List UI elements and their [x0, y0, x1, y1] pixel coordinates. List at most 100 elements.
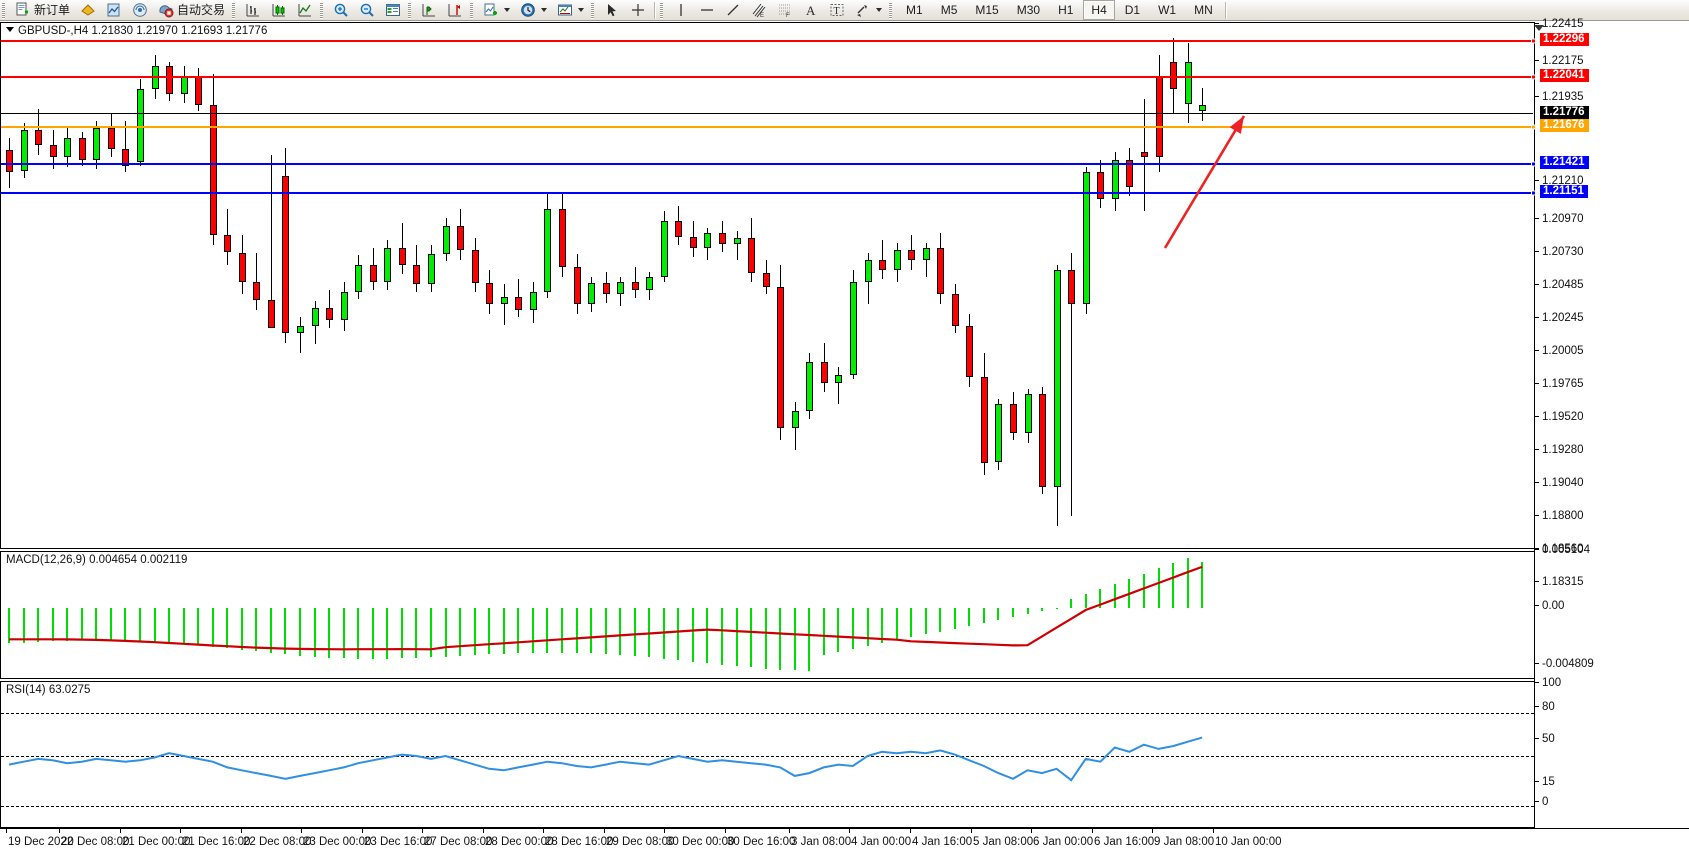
horizontal-line-button[interactable] — [695, 1, 719, 20]
resistance-level-1[interactable] — [1, 38, 1536, 44]
candle-body — [224, 235, 232, 253]
crosshair-button[interactable] — [626, 1, 650, 20]
toolbar-grip[interactable] — [319, 1, 327, 19]
timeframe-d1[interactable]: D1 — [1124, 3, 1141, 17]
macd-pane[interactable]: MACD(12,26,9) 0.004654 0.002119 — [0, 551, 1534, 679]
level-handle[interactable] — [1531, 74, 1536, 80]
new-order-button[interactable]: 新订单 — [11, 1, 74, 20]
arrows-shapes-button[interactable] — [851, 1, 886, 20]
macd-bar — [706, 608, 709, 664]
candlestick-chart-button[interactable] — [267, 1, 291, 20]
toolbar-grip[interactable] — [407, 1, 415, 19]
equidistant-channel-button[interactable]: E — [747, 1, 771, 20]
resistance-level-2[interactable] — [1, 74, 1536, 80]
support-level-1[interactable] — [1, 161, 1536, 167]
timeframe-m1[interactable]: M1 — [906, 3, 923, 17]
text-button[interactable]: A — [799, 1, 823, 20]
zoom-in-button[interactable] — [329, 1, 353, 20]
time-axis[interactable]: 19 Dec 2022 20 Dec 08:00 21 Dec 00:00 21 De… — [0, 828, 1689, 860]
candle-body — [442, 225, 450, 254]
macd-bar — [822, 608, 825, 655]
macd-bar — [982, 608, 985, 623]
chevron-down-icon[interactable] — [504, 8, 511, 12]
scale-collapse-caret-icon[interactable] — [1534, 25, 1544, 31]
timeframe-h1[interactable]: H1 — [1058, 3, 1074, 17]
candle-body — [602, 283, 610, 295]
time-tick — [483, 829, 484, 833]
signals-button[interactable] — [128, 1, 152, 20]
toolbar-grip[interactable] — [659, 1, 667, 19]
text-label-button[interactable]: T — [825, 1, 849, 20]
support-level-2-tag[interactable]: 1.21151 — [1540, 185, 1588, 198]
timeframe-m30[interactable]: M30 — [1016, 3, 1041, 17]
resistance-level-1-tag[interactable]: 1.22296 — [1540, 33, 1589, 46]
templates-button[interactable] — [553, 1, 588, 20]
time-label: 30 Dec 16:00 — [727, 836, 796, 848]
resistance-level-2-tag[interactable]: 1.22041 — [1540, 69, 1589, 82]
chevron-down-icon[interactable] — [541, 8, 548, 12]
indicators-button[interactable] — [102, 1, 126, 20]
bar-chart-button[interactable] — [241, 1, 265, 20]
add-indicator-button[interactable] — [479, 1, 514, 20]
price-tick: 1.19280 — [1535, 444, 1584, 456]
timeframe-m5[interactable]: M5 — [940, 3, 958, 17]
level-handle[interactable] — [1531, 124, 1536, 130]
templates-icon — [557, 2, 573, 18]
macd-bar — [1099, 588, 1102, 608]
candle-body — [355, 264, 363, 292]
toolbar-grip[interactable] — [590, 1, 598, 19]
macd-bar — [269, 608, 272, 653]
level-handle[interactable] — [1531, 38, 1536, 44]
support-level-2[interactable] — [1, 190, 1536, 196]
chart-shift-button[interactable] — [443, 1, 467, 20]
autotrading-button[interactable]: 自动交易 — [154, 1, 229, 20]
chevron-down-icon[interactable] — [578, 8, 585, 12]
toolbar-grip[interactable] — [1, 1, 8, 19]
macd-bar — [837, 608, 840, 653]
price-pane[interactable]: GBPUSD-,H4 1.21830 1.21970 1.21693 1.217… — [0, 22, 1536, 549]
timeframe-m15[interactable]: M15 — [975, 3, 999, 17]
auto-scroll-button[interactable] — [417, 1, 441, 20]
rsi-pane[interactable]: RSI(14) 63.0275 — [0, 681, 1534, 828]
macd-bar — [1113, 583, 1116, 608]
level-handle[interactable] — [1531, 190, 1536, 196]
macd-bar — [299, 608, 301, 656]
timeframe-h4[interactable]: H4 — [1083, 0, 1115, 20]
data-window-button[interactable] — [381, 1, 405, 20]
candle-wick — [882, 240, 883, 280]
macd-bar — [546, 608, 549, 653]
level-handle[interactable] — [1531, 161, 1536, 167]
line-chart-button[interactable] — [293, 1, 317, 20]
timeframe-w1[interactable]: W1 — [1158, 3, 1177, 17]
price-tick: 1.22415 — [1535, 18, 1584, 30]
macd-bar — [328, 608, 331, 658]
candle-body — [253, 281, 261, 301]
zoom-out-button[interactable] — [355, 1, 379, 20]
toolbar-grip[interactable] — [888, 1, 896, 19]
time-tick — [1152, 829, 1153, 833]
macd-bar — [139, 608, 141, 642]
trendline-button[interactable] — [721, 1, 745, 20]
current-price-level[interactable] — [1, 113, 1533, 114]
orange-level-tag[interactable]: 1.21676 — [1540, 119, 1589, 132]
candle-body — [515, 296, 523, 310]
expert-advisor-button[interactable] — [76, 1, 100, 20]
support-level-1-tag[interactable]: 1.21421 — [1540, 156, 1589, 169]
time-tick — [725, 829, 726, 833]
fibonacci-retracement-button[interactable]: F — [773, 1, 797, 20]
timeframe-mn[interactable]: MN — [1194, 3, 1213, 17]
chart-area: GBPUSD-,H4 1.21830 1.21970 1.21693 1.217… — [0, 18, 1689, 860]
current-price-level-tag[interactable]: 1.21776 — [1540, 106, 1589, 119]
price-scale[interactable]: 1.22415 1.22175 1.21935 1.21210 1.20970 1.207… — [1534, 18, 1689, 828]
tick-dash — [1535, 60, 1539, 61]
vertical-line-button[interactable] — [669, 1, 693, 20]
cursor-button[interactable] — [600, 1, 624, 20]
toolbar-grip[interactable] — [469, 1, 477, 19]
macd-bar — [255, 608, 258, 652]
price-tick: 1.19040 — [1535, 477, 1584, 489]
chevron-down-icon[interactable] — [876, 8, 883, 12]
chart-menu-caret-icon[interactable] — [6, 27, 14, 32]
toolbar-grip[interactable] — [231, 1, 239, 19]
period-clock-button[interactable] — [516, 1, 551, 20]
orange-level[interactable] — [1, 124, 1536, 130]
